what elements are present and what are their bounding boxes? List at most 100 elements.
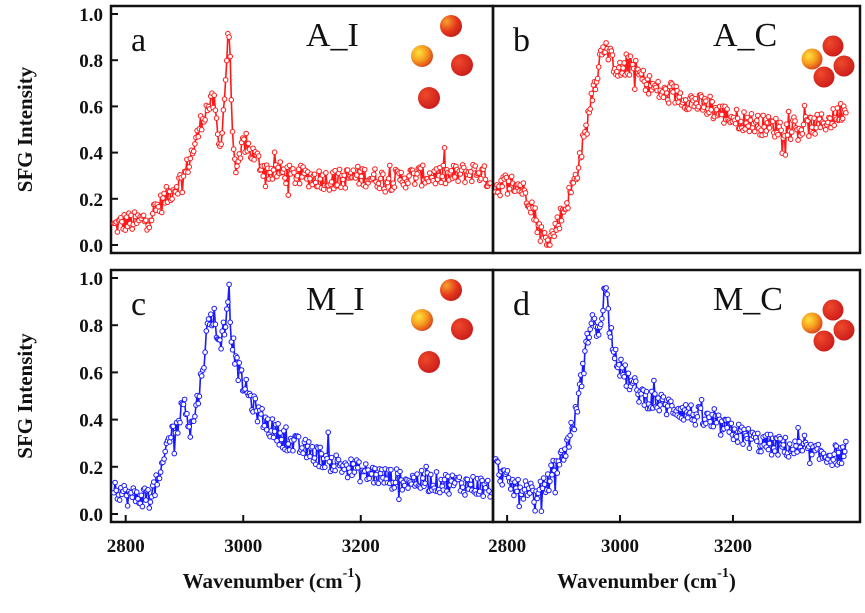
data-point (234, 354, 240, 361)
data-point (113, 487, 119, 494)
data-point (294, 173, 301, 179)
data-point (478, 175, 484, 182)
data-point (748, 111, 755, 117)
data-point (235, 377, 241, 384)
data-point (540, 475, 547, 481)
data-point (807, 460, 813, 467)
series-line (113, 284, 491, 509)
data-point (391, 485, 398, 491)
data-point (541, 481, 548, 488)
data-point (211, 305, 217, 312)
data-point (442, 180, 449, 187)
data-point (694, 414, 701, 420)
data-point (356, 181, 362, 187)
data-point (728, 420, 735, 427)
data-point (475, 170, 482, 176)
data-point (731, 426, 738, 432)
data-point (775, 131, 781, 138)
data-point (220, 107, 227, 113)
panel-letter: a (131, 22, 146, 59)
data-point (148, 217, 155, 224)
data-point (234, 163, 240, 169)
data-point (170, 423, 176, 430)
data-point (214, 131, 221, 137)
data-point (697, 405, 704, 412)
data-point (775, 452, 781, 458)
data-point (827, 115, 833, 122)
data-point (154, 481, 160, 488)
data-point (711, 406, 718, 412)
data-point (198, 126, 205, 133)
data-point (152, 492, 158, 499)
panel-frame (109, 4, 495, 255)
data-point (571, 426, 578, 433)
data-point (546, 487, 552, 494)
data-point (114, 229, 121, 235)
x-tick-label: 2800 (107, 536, 145, 557)
data-point (184, 410, 190, 417)
data-point (283, 424, 289, 430)
data-point (377, 175, 384, 182)
data-point (218, 141, 224, 147)
data-point (626, 72, 633, 78)
data-point (708, 107, 715, 113)
data-point (375, 180, 382, 187)
data-point (605, 305, 612, 312)
data-point (554, 214, 561, 220)
data-point (143, 497, 149, 503)
data-point (622, 362, 629, 368)
data-point (655, 78, 661, 85)
data-point (195, 400, 202, 407)
data-point (609, 52, 616, 58)
data-point (843, 110, 849, 116)
data-point (412, 181, 418, 187)
data-point (603, 285, 609, 291)
series-markers (111, 281, 493, 511)
data-point (842, 448, 848, 455)
data-point (563, 453, 569, 459)
data-point (175, 430, 181, 436)
data-point (372, 465, 378, 472)
data-point (621, 374, 628, 380)
data-point (317, 444, 324, 451)
data-point (586, 334, 593, 341)
data-point (792, 118, 798, 124)
data-point (316, 168, 322, 174)
data-point (584, 131, 590, 137)
data-point (275, 164, 281, 171)
x-tick-label: 3200 (714, 536, 752, 557)
data-point (587, 106, 594, 112)
data-point (809, 451, 815, 458)
data-point (146, 224, 153, 231)
series-M_I (111, 281, 493, 511)
data-point (580, 360, 586, 367)
x-tick-label: 3000 (601, 536, 639, 557)
data-point (504, 191, 511, 197)
data-point (581, 370, 587, 377)
data-point (397, 468, 403, 475)
data-point (660, 94, 667, 101)
data-point (269, 176, 276, 182)
data-point (129, 226, 135, 232)
data-point (660, 394, 667, 400)
data-point (385, 175, 392, 182)
data-point (277, 159, 284, 165)
data-point (642, 87, 649, 93)
data-point (270, 434, 277, 441)
data-point (495, 459, 501, 465)
data-point (230, 335, 237, 342)
data-point (387, 162, 393, 169)
data-point (420, 475, 426, 481)
data-point (226, 281, 232, 288)
y-tick-label: 0.4 (79, 144, 103, 165)
data-point (356, 459, 362, 465)
panel-a: 0.0 0.2 0.4 0.6 0.8 1.0 SFG Intensity a A_I (13, 4, 495, 257)
data-point (682, 402, 689, 408)
data-point (219, 130, 225, 136)
data-point (545, 237, 551, 243)
data-point (799, 447, 806, 454)
data-point (724, 106, 730, 112)
data-point (227, 319, 233, 326)
data-point (156, 475, 163, 482)
data-point (537, 478, 544, 485)
